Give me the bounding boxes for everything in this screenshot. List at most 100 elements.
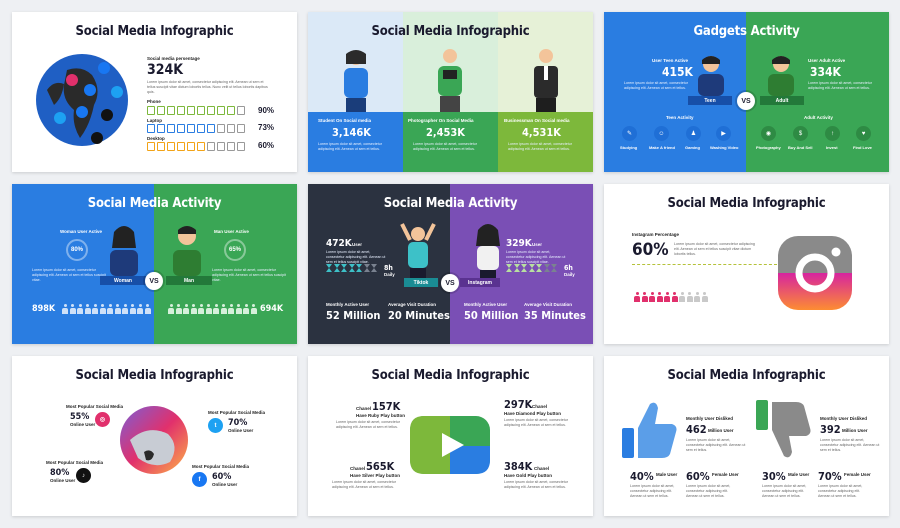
- slide-social-media-activity-2[interactable]: Social Media Activity 472K User Lorem ip…: [308, 184, 593, 344]
- photographer-desc: Lorem ipsum dolor sit amet, consectetur …: [413, 142, 477, 151]
- photography-label: Photography: [756, 145, 781, 150]
- dislike-unit: Million User: [842, 428, 868, 433]
- buy-sell-label: Buy And Sell: [788, 145, 813, 150]
- stat-2-value: 20 Minutes: [388, 309, 450, 322]
- device-icon: [147, 124, 155, 133]
- teen-ribbon: Teen: [688, 96, 732, 105]
- tiktok-desc: Lorem ipsum dolor sit amet, consectetur …: [326, 250, 386, 264]
- stat-4-label: Female User: [844, 472, 871, 477]
- device-icon: [237, 106, 245, 115]
- device-icon: [227, 124, 235, 133]
- slide-gadgets-activity[interactable]: Gadgets Activity User Teen Active 415K L…: [604, 12, 889, 172]
- device-icon: [207, 142, 215, 151]
- teen-illustration: [698, 56, 724, 96]
- slide-social-media-infographic-9[interactable]: Social Media Infographic Monthly User Di…: [604, 356, 889, 516]
- slide-title: Social Media Infographic: [371, 368, 530, 383]
- slide-social-media-activity-1[interactable]: Social Media Activity Woman User Active …: [12, 184, 297, 344]
- device-icon: [157, 106, 165, 115]
- student-illustration: [344, 50, 368, 112]
- person-icon: [84, 304, 91, 314]
- stat-2-desc: Lorem ipsum dolor sit amet, consectetur …: [686, 484, 731, 498]
- slide-title: Social Media Infographic: [75, 24, 234, 39]
- slide-social-media-infographic-7[interactable]: Social Media Infographic Most Popular So…: [12, 356, 297, 516]
- instagram-ribbon: Instagram: [460, 278, 500, 287]
- callout-2-online: Online User: [228, 428, 254, 433]
- instagram-desc: Lorem ipsum dolor sit amet, consectetur …: [674, 242, 755, 256]
- adult-desc: Lorem ipsum dolor sit amet, consectetur …: [808, 81, 872, 90]
- device-icon: [187, 106, 195, 115]
- slide-social-media-infographic-2[interactable]: Social Media Infographic Student On Soci…: [308, 12, 593, 172]
- person-icon: [144, 304, 151, 314]
- tiktok-users: 472K: [326, 238, 352, 249]
- teen-active-value: 415K: [662, 65, 693, 79]
- person-icon: [213, 304, 219, 314]
- man-desc: Lorem ipsum dolor sit amet, consectetur …: [212, 268, 286, 282]
- callout-1-label: Most Popular Social Media: [66, 404, 124, 409]
- tiktok-hours: 8h: [384, 264, 393, 272]
- item-3-value: 565K: [366, 460, 395, 473]
- callout-2-pct: 70%: [228, 418, 248, 428]
- device-icon: [207, 124, 215, 133]
- hourglass-icon: [356, 264, 362, 272]
- man-ribbon: Man: [166, 276, 212, 285]
- stat-description: Lorem ipsum dolor sit amet, consectetur …: [147, 80, 268, 94]
- hourglass-icon: [371, 264, 377, 272]
- device-icon: [147, 106, 155, 115]
- person-icon: [62, 304, 68, 314]
- person-icon: [228, 304, 234, 314]
- tiktok-user-illustration: [400, 223, 436, 280]
- device-icon: [197, 142, 205, 151]
- stat-1-value: 52 Million: [326, 309, 381, 322]
- callout-4-online: Online User: [212, 482, 238, 487]
- slide-title: Social Media Activity: [383, 196, 518, 211]
- slide-social-media-infographic-1[interactable]: Social Media Infographic Social media pe…: [12, 12, 297, 172]
- person-icon: [679, 292, 685, 302]
- callout-4-pct: 60%: [212, 472, 232, 482]
- globe-illustration: [36, 54, 128, 146]
- person-icon: [634, 292, 640, 302]
- device-icon: [157, 142, 165, 151]
- item-3-channel: Chanel: [350, 466, 366, 471]
- item-4-desc: Lorem ipsum dolor sit amet, consectetur …: [504, 480, 568, 489]
- desktop-icons: [147, 142, 245, 151]
- desktop-pct: 60%: [258, 141, 275, 150]
- slide-social-media-infographic-8[interactable]: Social Media Infographic Chanel 157K Hav…: [308, 356, 593, 516]
- student-value: 3,146K: [332, 126, 371, 139]
- item-3-desc: Lorem ipsum dolor sit amet, consectetur …: [332, 480, 396, 489]
- device-icon: [157, 124, 165, 133]
- device-icon: [167, 106, 175, 115]
- like-unit: Million User: [708, 428, 734, 433]
- callout-1-pct: 55%: [70, 412, 90, 422]
- tiktok-hourglass-icons: [326, 264, 377, 272]
- stat-1-label: Male User: [656, 472, 678, 477]
- device-icon: [177, 124, 185, 133]
- slide-title: Social Media Infographic: [75, 368, 234, 383]
- callout-1-online: Online User: [70, 422, 96, 427]
- person-icon: [69, 304, 76, 314]
- callout-3-pct: 80%: [50, 468, 70, 478]
- slide-social-media-infographic-6[interactable]: Social Media Infographic Instagram Perce…: [604, 184, 889, 344]
- laptop-pct: 73%: [258, 123, 275, 132]
- instagram-hourglass-icons: [506, 264, 557, 272]
- stat-3-pct: 30%: [762, 470, 786, 483]
- person-icon: [137, 304, 143, 314]
- person-icon: [649, 292, 655, 302]
- like-desc: Lorem ipsum dolor sit amet, consectetur …: [686, 438, 746, 452]
- device-icon: [147, 142, 155, 151]
- person-icon: [656, 292, 663, 302]
- video-label: Washing Video: [710, 145, 739, 150]
- device-icon: [187, 142, 195, 151]
- person-icon: [183, 304, 189, 314]
- callout-3-online: Online User: [50, 478, 76, 483]
- instagram-icon: ◎: [95, 412, 110, 427]
- instagram-users-unit: User: [532, 242, 543, 247]
- instagram-users: 329K: [506, 238, 532, 249]
- hourglass-icon: [363, 264, 370, 272]
- thumbs-up-icon: [622, 402, 677, 458]
- dislike-label: Monthly User Disliked: [820, 416, 868, 421]
- person-icon: [175, 304, 182, 314]
- adult-active-value: 334K: [810, 65, 841, 79]
- dashed-connector: [632, 264, 777, 265]
- gaming-label: Gaming: [685, 145, 700, 150]
- device-icon: [207, 106, 215, 115]
